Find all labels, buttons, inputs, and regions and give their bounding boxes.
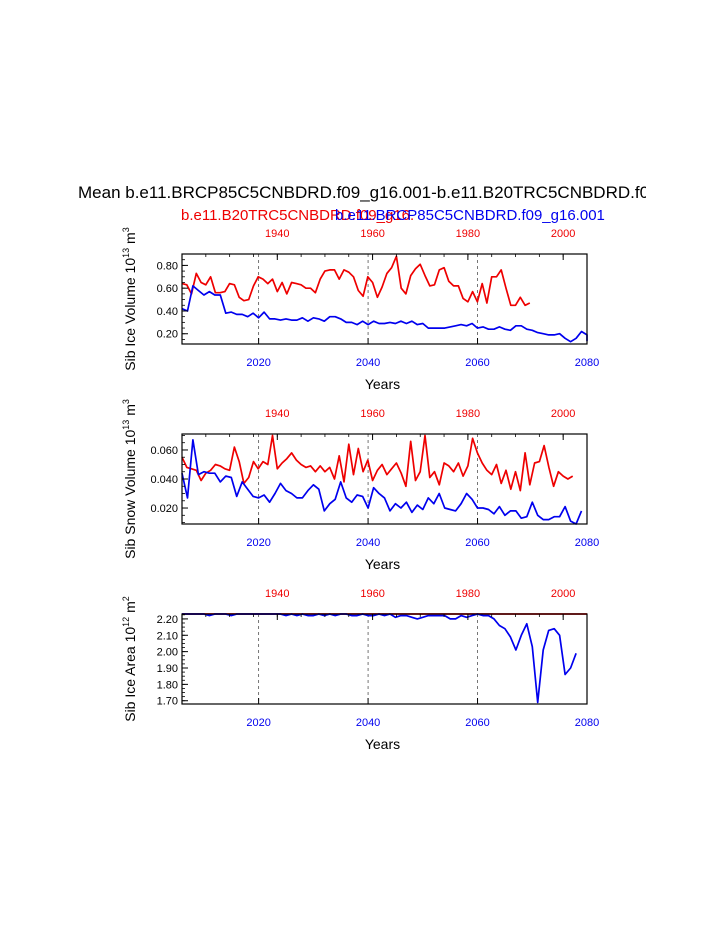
ice-area-y-tick-label: 1.80 (157, 679, 178, 691)
ice-area-panel: 1.70 1.80 1.90 2.00 2.10 2.20 2020 2040 2060 2080… (0, 0, 723, 935)
ice-area-y-tick-label: 1.70 (157, 696, 178, 708)
ice-area-y-tick-label: 1.90 (157, 663, 178, 675)
ice-area-bottom-tick-label: 2020 (246, 717, 270, 729)
ice-area-bottom-tick-label: 2080 (575, 717, 599, 729)
ice-area-top-tick-label: 1940 (265, 588, 289, 600)
ice-area-plot-frame (182, 614, 587, 704)
chart-page: Mean b.e11.BRCP85C5CNBDRD.f09_g16.001-b.… (0, 0, 723, 935)
ice-area-top-tick-label: 1980 (456, 588, 480, 600)
ice-area-series-rcp85-line (182, 614, 576, 702)
ice-area-bottom-tick-label: 2040 (356, 717, 380, 729)
ice-area-y-tick-label: 2.20 (157, 614, 178, 626)
ice-area-x-axis-label: Years (365, 736, 400, 752)
ice-area-y-axis-label: Sib Ice Area 1012 m2 (121, 596, 138, 722)
ice-area-bottom-tick-label: 2060 (465, 717, 489, 729)
ice-area-y-tick-label: 2.10 (157, 630, 178, 642)
ice-area-y-tick-label: 2.00 (157, 647, 178, 659)
ice-area-top-tick-label: 2000 (551, 588, 575, 600)
ice-area-top-tick-label: 1960 (360, 588, 384, 600)
